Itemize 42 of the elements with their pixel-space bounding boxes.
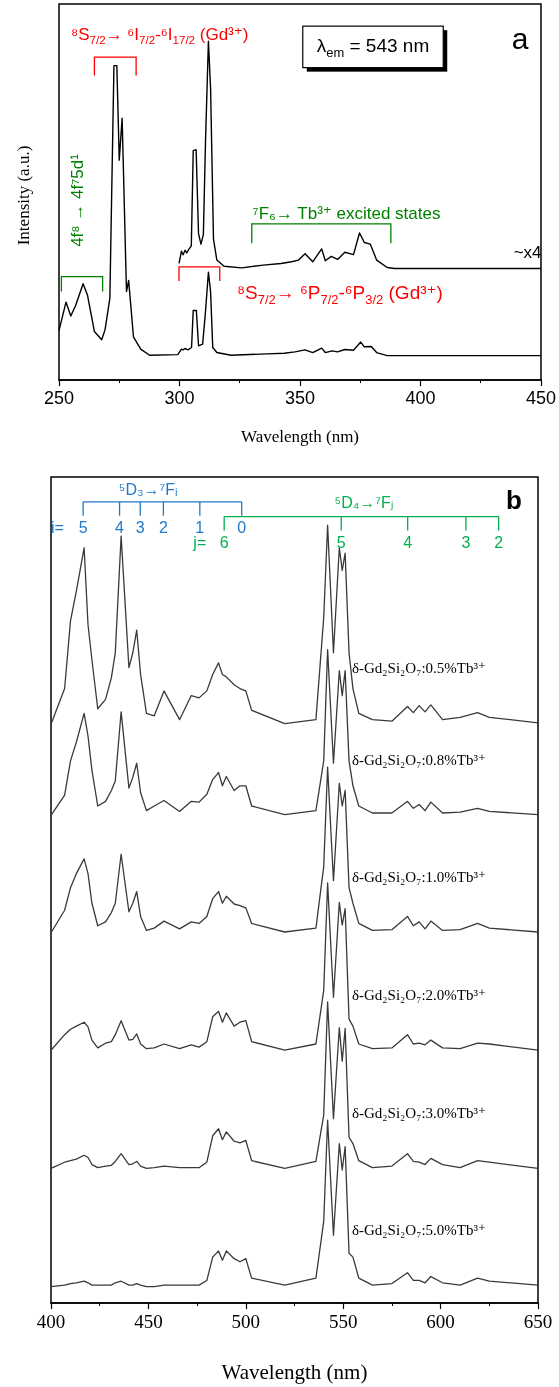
x-tick-label: 400	[36, 1311, 66, 1332]
annotation: 2	[158, 518, 168, 536]
annotation: a	[511, 21, 529, 55]
x-tick-label: 650	[523, 1311, 553, 1332]
annotation: ⁸S$_{7/2}$→ ⁶P$_{7/2}$-⁶P$_{3/2}$ (Gd³⁺)	[237, 281, 443, 307]
annotation: 2	[494, 533, 504, 551]
x-tick-label: 600	[426, 1311, 455, 1332]
series-label: δ-Gd₂Si₂O₇:5.0%Tb³⁺	[351, 1222, 486, 1239]
annotation: i=	[50, 518, 64, 536]
annotation: ⁸S$_{7/2}$→ ⁶I$_{7/2}$-⁶I$_{17/2}$ (Gd³⁺)	[71, 24, 249, 47]
annotation: 1	[195, 518, 205, 536]
x-tick-label: 300	[164, 388, 195, 408]
x-tick-label: 350	[284, 388, 316, 408]
text: b	[505, 485, 522, 516]
annotation: ⁷F₆→ Tb³⁺ excited states	[252, 203, 441, 223]
annotation: 3	[135, 518, 145, 536]
annotation: 4f⁸ → 4f⁷5d¹	[67, 153, 87, 247]
series-label: δ-Gd₂Si₂O₇:1.0%Tb³⁺	[351, 869, 486, 885]
x-tick-label: 450	[525, 388, 557, 408]
x-axis-title: Wavelength (nm)	[240, 427, 360, 446]
series-label: δ-Gd₂Si₂O₇:2.0%Tb³⁺	[351, 987, 486, 1004]
text: ⁵D₄→⁷Fⱼ	[334, 493, 394, 511]
annotation: 4	[115, 518, 125, 536]
annotation: 4	[403, 533, 413, 551]
annotation: 3	[461, 533, 471, 551]
annotation: 6	[219, 533, 229, 551]
x-tick-label: 250	[43, 388, 75, 408]
x-axis-title: Wavelength (nm)	[221, 1359, 368, 1384]
annotation: 5	[78, 518, 88, 536]
x-tick-label: 550	[328, 1311, 358, 1332]
text: ⁵D₃→⁷Fᵢ	[118, 480, 178, 498]
series-label: δ-Gd₂Si₂O₇:0.5%Tb³⁺	[351, 659, 486, 676]
annotation: j=	[192, 533, 207, 551]
annotation: 5	[336, 533, 346, 551]
x-tick-label: 400	[405, 388, 436, 408]
annotation: λ$_{em}$ = 543 nm	[316, 34, 430, 60]
annotation: 0	[237, 518, 247, 536]
series-label: δ-Gd₂Si₂O₇:0.8%Tb³⁺	[351, 751, 486, 768]
series-label: δ-Gd₂Si₂O₇:3.0%Tb³⁺	[351, 1105, 486, 1122]
x-tick-label: 500	[231, 1311, 261, 1332]
y-axis-title: Intensity (a.u.)	[13, 145, 33, 246]
x-tick-label: 450	[134, 1311, 163, 1332]
